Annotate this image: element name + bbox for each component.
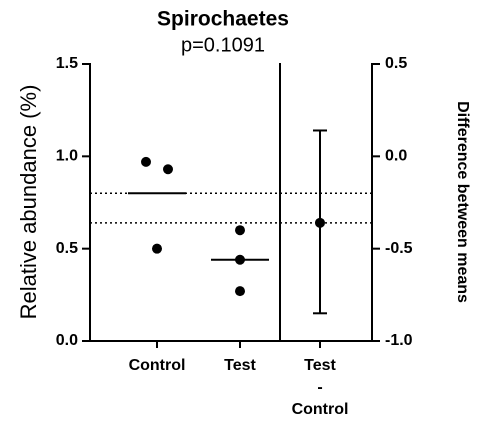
- y2-tick-label: 0.0: [385, 148, 407, 165]
- point: [235, 286, 245, 297]
- y-axis-label: Relative abundance (%): [16, 85, 41, 320]
- x-tick-label: Control: [129, 357, 186, 374]
- y2-tick-label: -1.0: [385, 332, 413, 349]
- chart-title: Spirochaetes: [157, 8, 289, 31]
- point: [163, 164, 173, 175]
- point: [235, 225, 245, 236]
- y-tick-label: 0.5: [56, 240, 78, 257]
- chart-subtitle: p=0.1091: [181, 34, 265, 56]
- difference-point: [315, 217, 325, 228]
- x-tick-label: Test -Control: [292, 357, 349, 418]
- y2-tick-label: 0.5: [385, 55, 407, 72]
- y2-tick-label: -0.5: [385, 240, 413, 257]
- y-tick-label: 1.5: [56, 55, 78, 72]
- y-tick-label: 1.0: [56, 148, 78, 165]
- y2-axis-label: Difference between means: [454, 101, 471, 303]
- point: [141, 156, 151, 167]
- y-tick-label: 0.0: [56, 332, 78, 349]
- axes: [89, 63, 373, 342]
- point: [152, 243, 162, 254]
- x-tick-label: Test: [224, 357, 256, 374]
- point: [235, 254, 245, 265]
